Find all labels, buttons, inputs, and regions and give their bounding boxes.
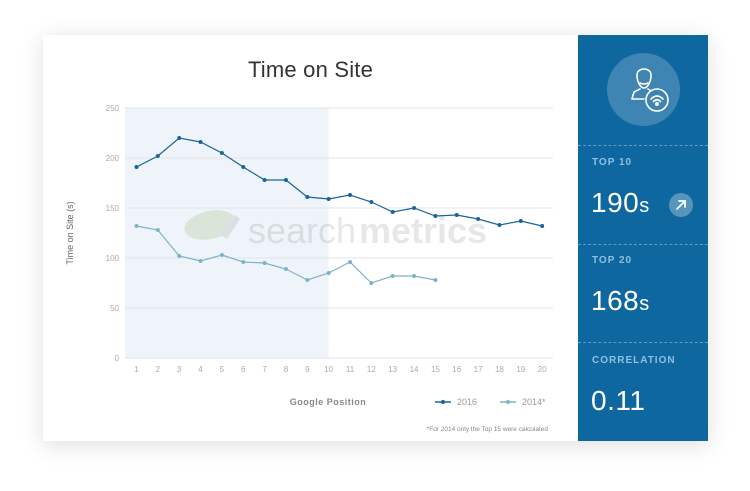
- x-axis-label: Google Position: [290, 397, 367, 407]
- chart-area: Time on Site search metrics 1 2 3 4 5 6 7 8 9 10 1…: [43, 35, 578, 441]
- data-point: [518, 219, 523, 223]
- data-point: [433, 214, 438, 218]
- legend: 2016 2014*: [435, 397, 546, 407]
- legend-item-2016: 2016: [435, 397, 477, 407]
- data-point: [283, 178, 288, 182]
- data-point: [476, 217, 481, 221]
- top20-value: 168s: [591, 285, 650, 316]
- x-tick-label: 19: [516, 365, 525, 374]
- x-tick-label: 20: [538, 365, 547, 374]
- series-2014: [134, 224, 438, 285]
- time-on-site-card: Time on Site search metrics 1 2 3 4 5 6 7 8 9 10 1…: [43, 35, 708, 441]
- correlation-value: 0.11: [591, 385, 646, 416]
- data-point: [134, 224, 139, 228]
- data-point: [348, 193, 352, 197]
- x-tick-label: 18: [495, 365, 504, 374]
- x-tick-label: 6: [241, 365, 246, 374]
- data-point: [219, 253, 224, 257]
- data-point: [305, 195, 310, 199]
- stats-panel: TOP 10 190s TOP 20 168s CORRELATION 0.11: [578, 35, 708, 441]
- top20-label: TOP 20: [592, 255, 633, 266]
- x-tick-label: 11: [346, 365, 355, 374]
- x-tick-label: 4: [198, 365, 203, 374]
- data-point: [454, 213, 459, 217]
- divider: [578, 244, 708, 245]
- y-tick-label: 150: [106, 204, 120, 213]
- x-tick-label: 12: [367, 365, 376, 374]
- chart-title: Time on Site: [247, 57, 374, 82]
- divider: [578, 342, 708, 343]
- watermark-text-bold: metrics: [359, 210, 487, 251]
- searchmetrics-watermark: search metrics: [184, 210, 487, 251]
- divider: [578, 145, 708, 146]
- data-point: [348, 260, 352, 264]
- data-point: [433, 278, 438, 282]
- data-point: [305, 278, 310, 282]
- data-point: [134, 165, 139, 169]
- x-tick-label: 5: [220, 365, 225, 374]
- top10-label: TOP 10: [592, 157, 633, 168]
- data-point: [283, 267, 288, 271]
- user-wifi-icon: [607, 53, 680, 126]
- data-point: [390, 274, 395, 278]
- data-point: [262, 261, 267, 265]
- legend-item-2014: 2014*: [500, 397, 546, 407]
- data-point: [369, 281, 374, 285]
- series-2016: [134, 136, 545, 228]
- y-axis-label: Time on Site (s): [65, 201, 75, 264]
- x-tick-label: 14: [410, 365, 419, 374]
- data-point: [412, 206, 417, 210]
- data-point: [198, 259, 203, 263]
- data-point: [390, 210, 395, 214]
- arrow-up-right-icon: [669, 193, 693, 217]
- data-point: [177, 254, 182, 258]
- top10-highlight: [125, 108, 329, 358]
- data-point: [369, 200, 374, 204]
- x-tick-label: 16: [452, 365, 461, 374]
- line-chart: search metrics 1 2 3 4 5 6 7 8 9 10 11 12 13 14 15 16 17…: [65, 104, 553, 433]
- data-point: [326, 197, 331, 201]
- y-tick-label: 50: [110, 304, 119, 313]
- x-tick-label: 10: [324, 365, 333, 374]
- watermark-text-light: search: [248, 210, 356, 251]
- correlation-label: CORRELATION: [592, 355, 676, 366]
- x-tick-label: 17: [474, 365, 483, 374]
- footnote: *For 2014 only the Top 15 were calculate…: [427, 426, 549, 433]
- x-tick-label: 9: [305, 365, 310, 374]
- data-point: [412, 274, 417, 278]
- x-tick-label: 7: [262, 365, 267, 374]
- y-tick-label: 200: [106, 154, 120, 163]
- data-point: [155, 154, 160, 158]
- data-point: [326, 271, 331, 275]
- x-tick-label: 3: [177, 365, 182, 374]
- svg-text:2014*: 2014*: [522, 397, 546, 407]
- y-tick-label: 0: [115, 354, 120, 363]
- x-tick-label: 1: [134, 365, 139, 374]
- x-tick-label: 2: [156, 365, 161, 374]
- data-point: [497, 223, 502, 227]
- y-tick-label: 250: [106, 104, 120, 113]
- data-point: [155, 228, 160, 232]
- top10-value: 190s: [591, 187, 650, 218]
- x-tick-label: 13: [388, 365, 397, 374]
- data-point: [177, 136, 182, 140]
- data-point: [219, 151, 224, 155]
- data-point: [241, 165, 246, 169]
- svg-text:2016: 2016: [457, 397, 477, 407]
- y-tick-label: 100: [106, 254, 120, 263]
- x-tick-label: 8: [284, 365, 289, 374]
- x-tick-label: 15: [431, 365, 440, 374]
- data-point: [262, 178, 267, 182]
- data-point: [241, 260, 246, 264]
- data-point: [198, 140, 203, 144]
- data-point: [540, 224, 545, 228]
